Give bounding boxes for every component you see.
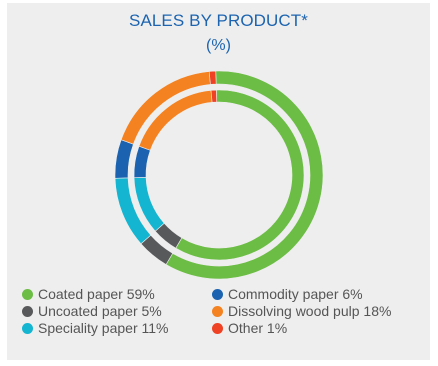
legend-label: Speciality paper 11% (38, 320, 169, 336)
legend-item-uncoated-paper: Uncoated paper 5% (22, 302, 162, 320)
legend-label: Commodity paper 6% (228, 286, 363, 302)
legend-label: Other 1% (228, 320, 288, 336)
inner-ring-slice-commodity-paper (133, 145, 151, 178)
chart-subtitle: (%) (206, 37, 231, 54)
legend-label: Uncoated paper 5% (38, 303, 162, 319)
legend-label: Coated paper 59% (38, 286, 155, 302)
legend-swatch (22, 288, 33, 300)
legend-item-commodity-paper: Commodity paper 6% (212, 285, 363, 303)
outer-ring-slice-commodity-paper (114, 139, 134, 179)
legend-swatch (212, 305, 223, 317)
chart-title: SALES BY PRODUCT* (129, 11, 308, 30)
legend-swatch (22, 305, 33, 317)
legend-label: Dissolving wood pulp 18% (228, 303, 392, 319)
outer-ring-slice-dissolving-wood-pulp (120, 71, 211, 145)
legend-swatch (212, 322, 223, 334)
chart-legend: Coated paper 59% Uncoated paper 5% Speci… (22, 285, 422, 355)
donut-chart (114, 70, 324, 280)
outer-ring-slice-other (208, 70, 217, 85)
legend-item-other: Other 1% (212, 319, 287, 337)
legend-swatch (22, 322, 33, 334)
chart-panel: SALES BY PRODUCT* (%) (7, 3, 430, 360)
outer-ring (114, 70, 324, 280)
legend-item-coated-paper: Coated paper 59% (22, 285, 155, 303)
inner-ring-slice-coated-paper (175, 89, 305, 261)
legend-item-dissolving-wood-pulp: Dissolving wood pulp 18% (212, 302, 391, 320)
inner-ring (133, 89, 305, 261)
legend-swatch (212, 288, 223, 300)
inner-ring-slice-other (210, 89, 218, 103)
legend-item-speciality-paper: Speciality paper 11% (22, 319, 168, 337)
